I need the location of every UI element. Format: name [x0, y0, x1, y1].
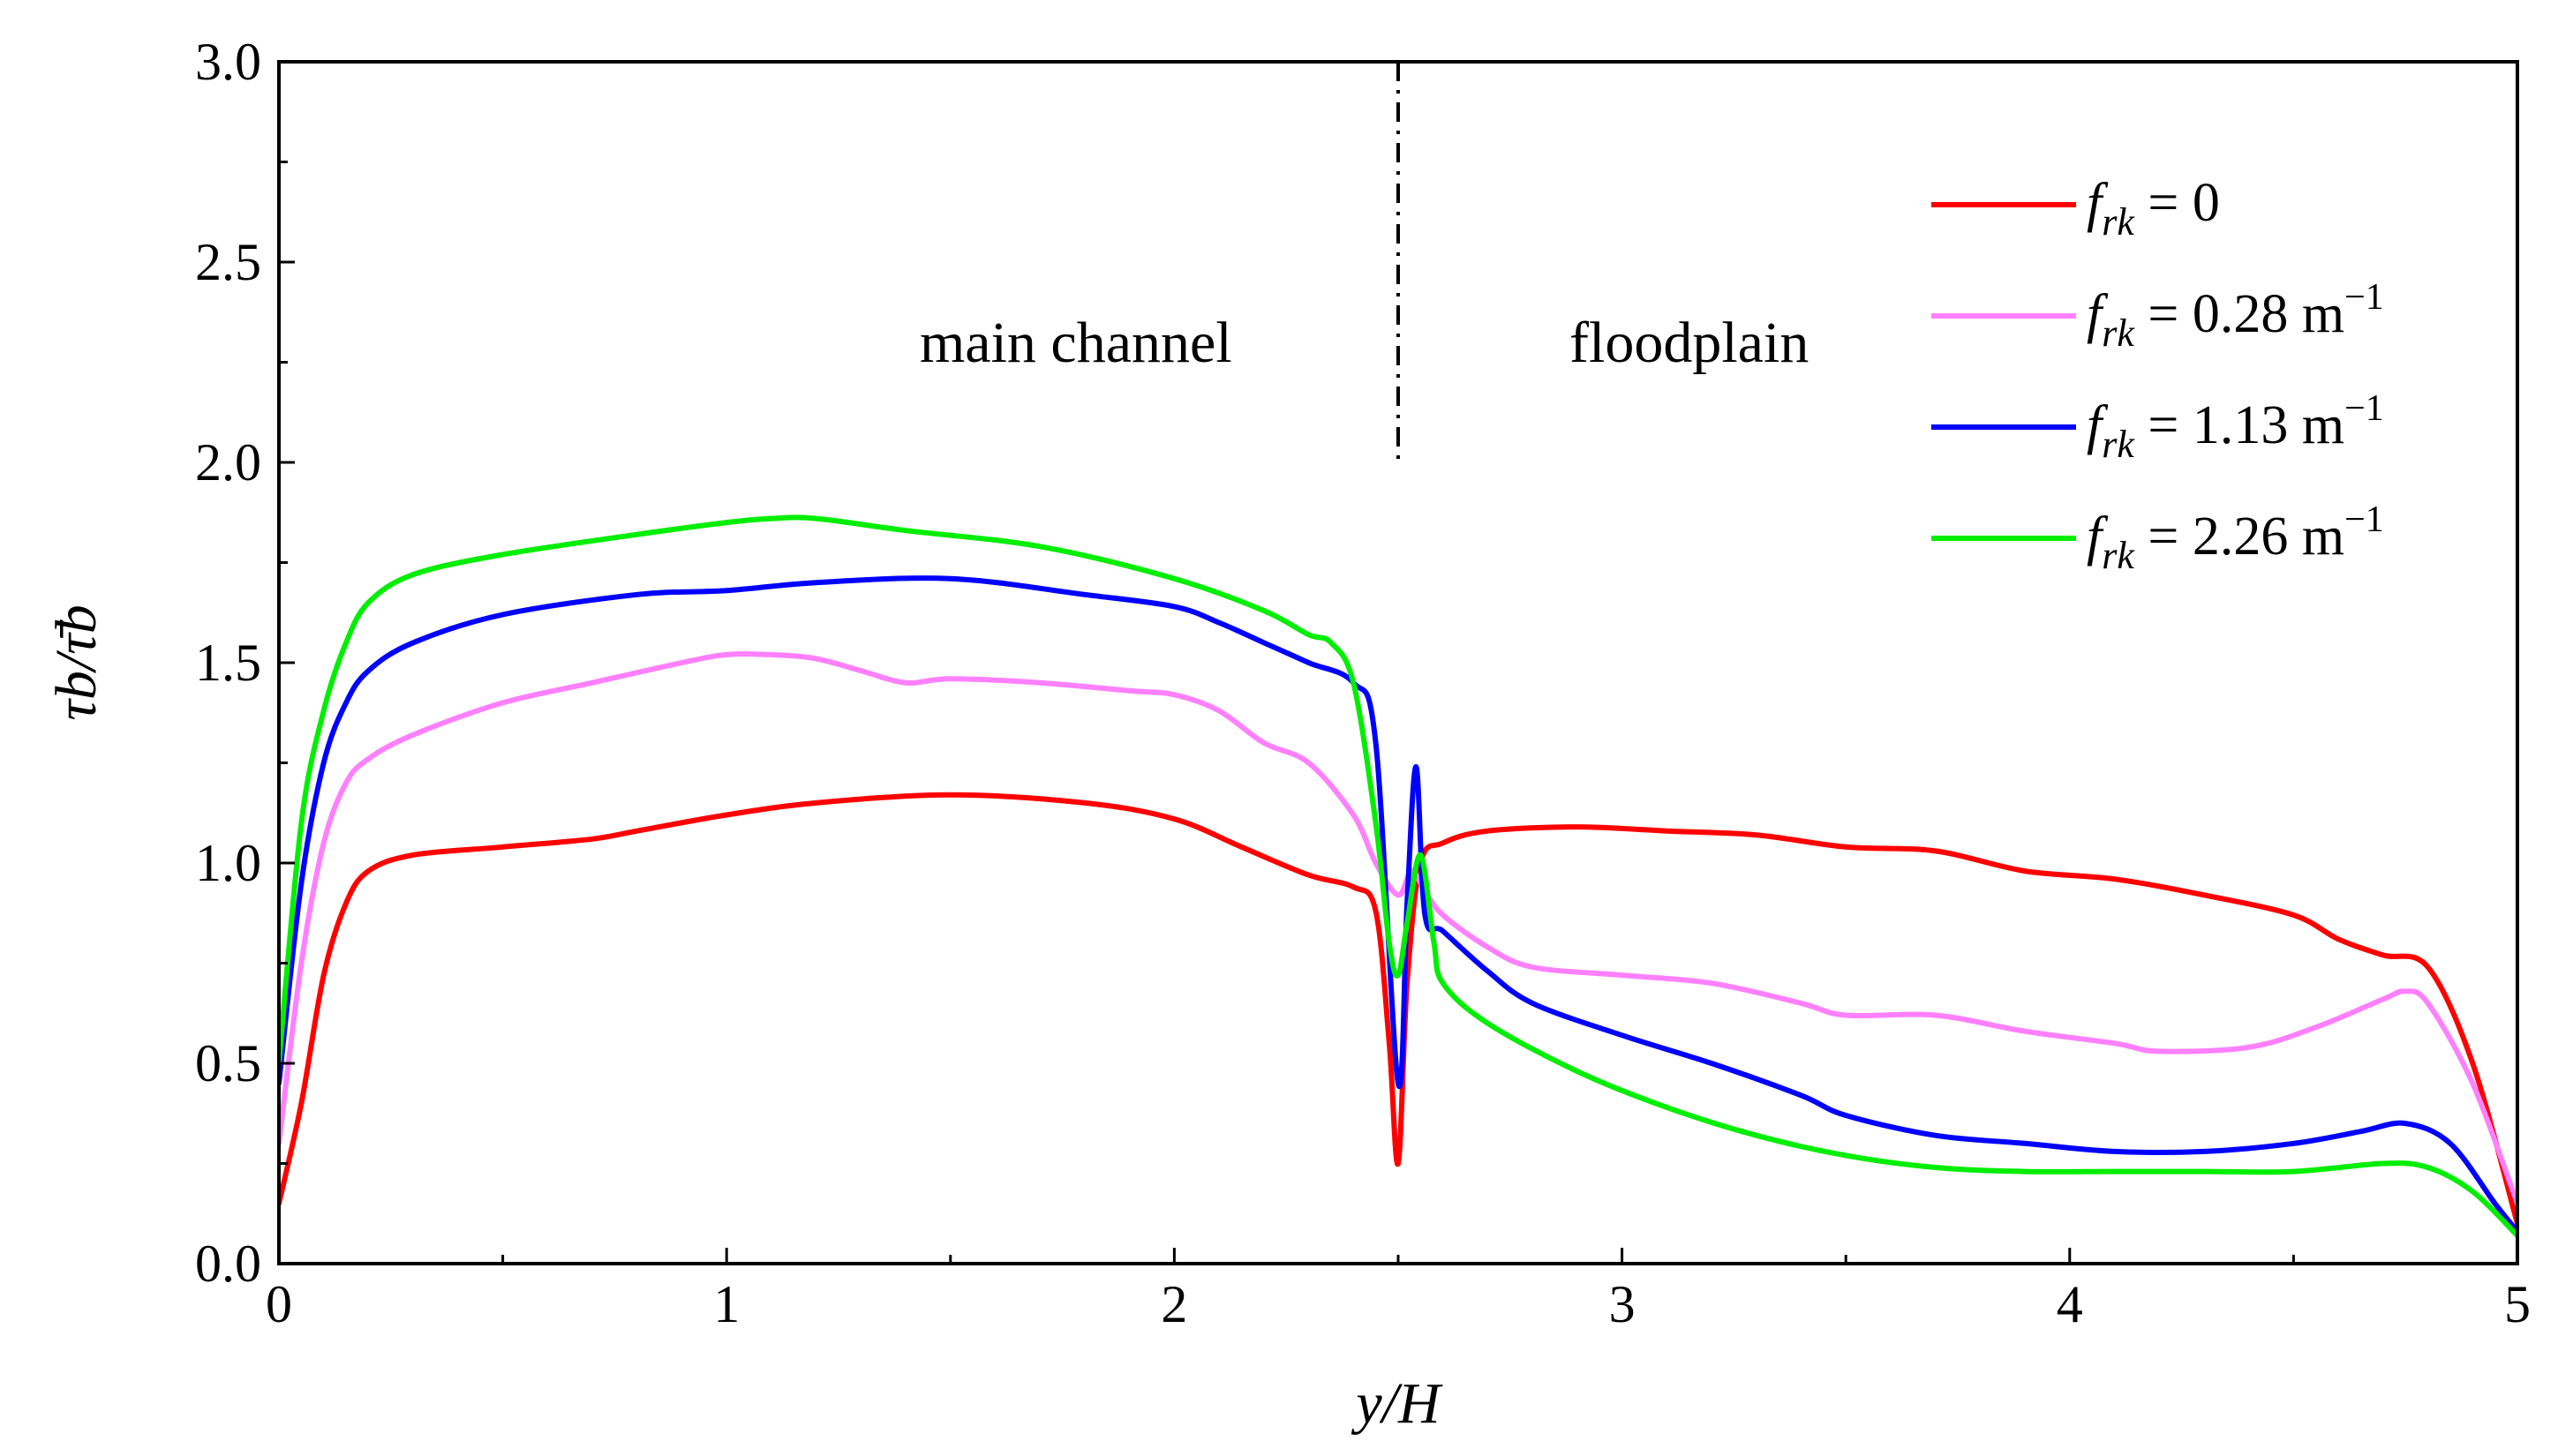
x-tick-label: 4: [2057, 1275, 2083, 1333]
x-tick-label: 2: [1161, 1275, 1187, 1333]
series-line-0: [279, 792, 2517, 1227]
series-line-2: [279, 575, 2517, 1235]
x-tick-label: 0: [266, 1275, 292, 1333]
y-axis-title: τb/τ̄b: [44, 604, 109, 721]
region-label-0: main channel: [920, 311, 1232, 375]
series-line-3: [279, 514, 2517, 1239]
x-tick-label: 5: [2504, 1275, 2531, 1333]
y-tick-label: 1.5: [195, 634, 261, 692]
legend: frk = 0 frk = 0.28 m−1 frk = 1.13 m−1 frk =…: [1931, 173, 2384, 577]
legend-label-0: frk = 0: [2087, 173, 2220, 244]
region-label-1: floodplain: [1569, 311, 1809, 375]
y-tick-label: 0.5: [195, 1034, 261, 1092]
y-tick-label: 1.0: [195, 834, 261, 892]
legend-label-1: frk = 0.28 m−1: [2087, 277, 2384, 355]
y-tick-label: 3.0: [195, 33, 261, 91]
x-tick-label: 3: [1609, 1275, 1636, 1333]
y-tick-label: 0.0: [195, 1235, 261, 1293]
legend-label-2: frk = 1.13 m−1: [2087, 388, 2384, 466]
x-tick-label: 1: [713, 1275, 740, 1333]
tick-layer: [277, 60, 2519, 1265]
legend-label-3: frk = 2.26 m−1: [2087, 499, 2384, 577]
y-tick-label: 2.0: [195, 433, 261, 492]
y-tick-label: 2.5: [195, 233, 261, 291]
series-line-1: [279, 651, 2517, 1206]
annotation-layer: main channel floodplain: [920, 311, 1809, 375]
x-axis-title: y/H: [1350, 1371, 1443, 1436]
x-tick-labels: 0 1 2 3 4 5: [266, 1275, 2531, 1333]
y-tick-labels: 0.0 0.5 1.0 1.5 2.0 2.5 3.0: [195, 33, 261, 1293]
series-layer: [279, 514, 2517, 1239]
